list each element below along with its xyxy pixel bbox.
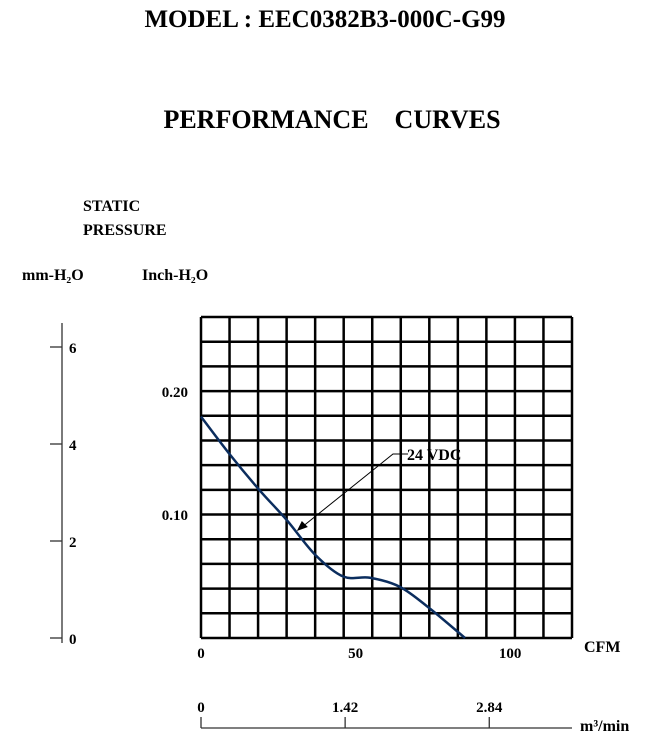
annotation-arrowhead <box>296 521 308 531</box>
series-line-24vdc <box>200 415 466 639</box>
y-tick-label: 0.20 <box>162 385 188 401</box>
annotation-arrow-line <box>300 453 408 529</box>
series-annotation: 24 VDC <box>407 447 461 464</box>
x-tick-label: 100 <box>499 646 522 662</box>
mm-tick-label: 2 <box>69 535 77 551</box>
x-label-m3min: m³/min <box>580 718 629 735</box>
mm-tick-label: 6 <box>69 341 77 357</box>
x-label-cfm: CFM <box>584 639 620 656</box>
m3-tick-label: 1.42 <box>332 700 358 716</box>
y-unit-mm: mm-H₂O <box>22 267 84 284</box>
mm-tick-label: 0 <box>69 632 77 648</box>
chart-title: PERFORMANCE CURVES <box>163 105 500 134</box>
y-tick-label: 0.10 <box>162 508 188 524</box>
y-unit-inch: Inch-H₂O <box>142 267 208 284</box>
m3-tick-label: 0 <box>197 700 205 716</box>
y-label-line1: STATIC <box>83 198 140 215</box>
x-tick-label: 0 <box>197 646 205 662</box>
x-tick-label: 50 <box>348 646 363 662</box>
model-title: MODEL : EEC0382B3-000C-G99 <box>144 6 505 33</box>
m3-tick-label: 2.84 <box>476 700 503 716</box>
y-label-line2: PRESSURE <box>83 222 167 239</box>
mm-tick-label: 4 <box>69 438 77 454</box>
